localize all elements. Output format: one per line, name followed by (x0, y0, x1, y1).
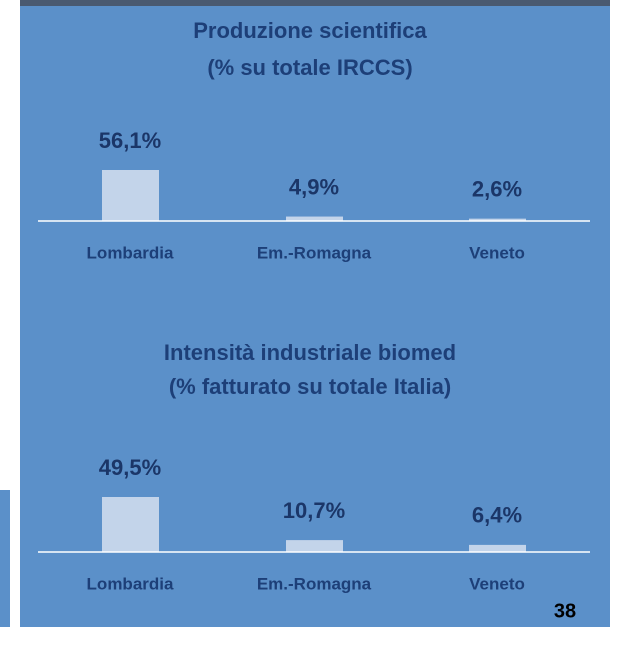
chart-title: Intensità industriale biomed (164, 340, 456, 365)
category-label: Lombardia (87, 243, 174, 262)
page-number: 38 (554, 600, 576, 622)
value-label: 2,6% (472, 176, 522, 201)
value-label: 56,1% (99, 128, 161, 153)
chart-subtitle: (% fatturato su totale Italia) (169, 374, 451, 399)
photo-edge (20, 0, 610, 6)
chart-subtitle: (% su totale IRCCS) (207, 55, 412, 80)
bar (469, 218, 526, 221)
category-label: Veneto (469, 574, 525, 593)
value-label: 49,5% (99, 455, 161, 480)
bar (102, 497, 159, 552)
category-label: Em.-Romagna (257, 574, 372, 593)
value-label: 6,4% (472, 503, 522, 528)
value-label: 10,7% (283, 498, 345, 523)
chart-title: Produzione scientifica (193, 18, 427, 43)
category-label: Lombardia (87, 574, 174, 593)
bar (102, 170, 159, 221)
category-label: Em.-Romagna (257, 243, 372, 262)
category-label: Veneto (469, 243, 525, 262)
value-label: 4,9% (289, 174, 339, 199)
bar (286, 216, 343, 221)
side-strip (0, 490, 10, 627)
bar (286, 540, 343, 552)
bar (469, 544, 526, 552)
